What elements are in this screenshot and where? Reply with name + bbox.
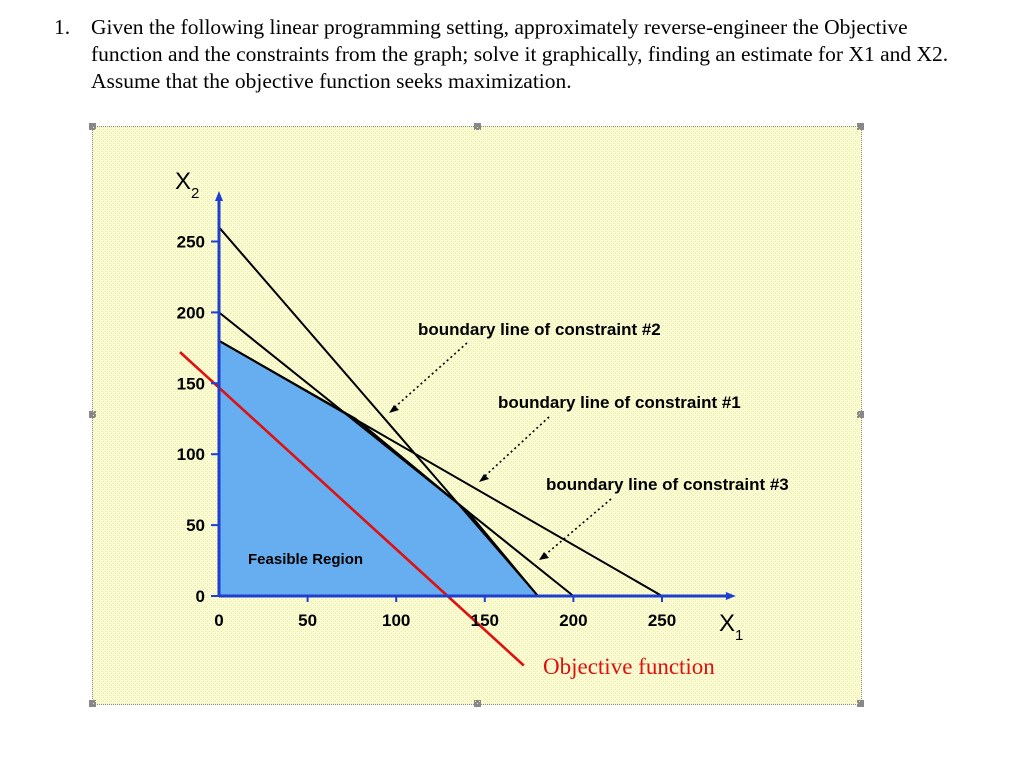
objective-function-label: Objective function (543, 654, 715, 679)
constraint-2-label: boundary line of constraint #2 (418, 320, 661, 339)
x-axis-label: X (719, 610, 735, 637)
y-tick-label: 50 (186, 516, 205, 535)
lp-chart: 0 50 100 150 200 250 0 50 100 150 200 250 X 2 X 1 b… (93, 127, 861, 704)
x-tick-label: 150 (471, 611, 499, 630)
feasible-region (219, 340, 538, 596)
y-tick-label: 200 (177, 303, 205, 322)
resize-handle-middle-left[interactable] (89, 411, 96, 418)
question-number: 1. (54, 15, 71, 39)
constraint-1-pointer-arrowhead (479, 474, 489, 482)
constraint-3-pointer-arrowhead (539, 552, 549, 560)
resize-handle-top-middle[interactable] (474, 123, 481, 130)
x-tick-label: 50 (298, 611, 317, 630)
constraint-3-line (218, 339, 663, 597)
objective-function-line (179, 351, 525, 667)
constraint-1-label: boundary line of constraint #1 (498, 393, 741, 412)
constraint-2-pointer-arrowhead (389, 405, 399, 413)
y-axis-label-subscript: 2 (191, 185, 199, 202)
constraint-2-pointer (394, 342, 468, 408)
x-tick-label: 200 (559, 611, 587, 630)
constraint-2-line (218, 226, 539, 597)
question-text: Given the following linear programming s… (91, 15, 949, 93)
resize-handle-top-left[interactable] (89, 123, 96, 130)
constraint-3-label: boundary line of constraint #3 (546, 475, 789, 494)
constraint-1-line (218, 311, 575, 597)
x-tick-label: 250 (648, 611, 676, 630)
y-tick-label: 250 (177, 233, 205, 252)
feasible-region-label: Feasible Region (248, 551, 363, 568)
y-tick-label: 100 (177, 445, 205, 464)
resize-handle-bottom-left[interactable] (89, 700, 96, 707)
x-tick-label: 100 (382, 611, 410, 630)
y-axis-arrowhead (215, 190, 223, 201)
y-tick-label: 0 (196, 587, 205, 606)
x-axis-label-subscript: 1 (735, 627, 743, 644)
y-axis-label: X (175, 168, 191, 195)
question: 1. Given the following linear programmin… (54, 14, 954, 95)
y-tick-label: 150 (177, 374, 205, 393)
x-axis-arrowhead (725, 592, 736, 600)
resize-handle-top-right[interactable] (857, 123, 864, 130)
chart-frame[interactable]: 0 50 100 150 200 250 0 50 100 150 200 250 X 2 X 1 b… (89, 123, 864, 707)
x-tick-label: 0 (214, 611, 223, 630)
